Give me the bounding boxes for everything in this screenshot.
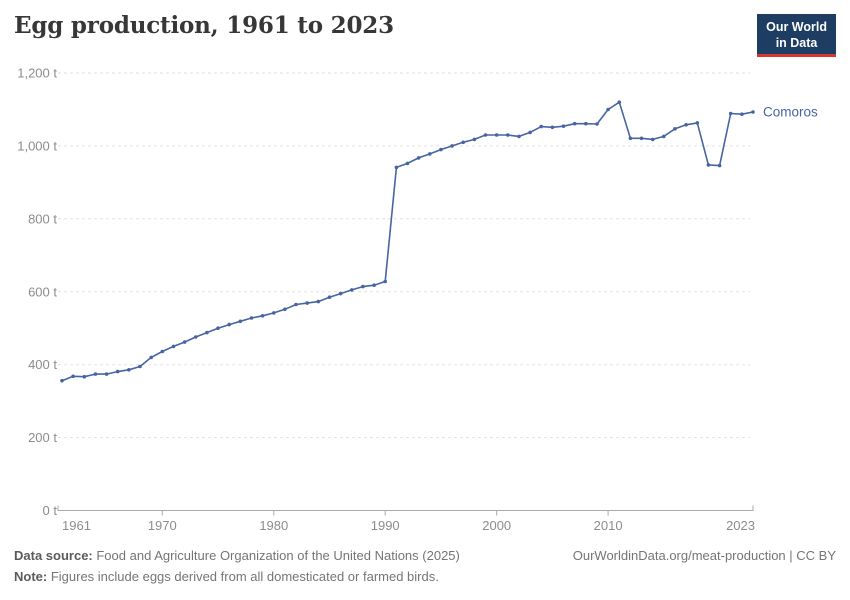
- data-point[interactable]: [684, 123, 688, 127]
- data-point[interactable]: [383, 279, 388, 284]
- series-line-comoros[interactable]: [61, 101, 754, 382]
- x-axis-tick-label: 2023: [726, 518, 755, 533]
- data-point[interactable]: [372, 283, 376, 288]
- data-point[interactable]: [628, 136, 633, 141]
- data-point[interactable]: [227, 322, 231, 327]
- data-point[interactable]: [416, 156, 421, 160]
- owid-logo-line1: Our World: [766, 20, 827, 34]
- x-axis: [57, 505, 754, 511]
- data-point[interactable]: [695, 121, 700, 125]
- data-point[interactable]: [182, 340, 187, 344]
- data-point[interactable]: [394, 165, 399, 170]
- y-axis-tick-label: 800 t: [28, 211, 57, 226]
- data-source-line: Data source: Food and Agriculture Organi…: [14, 545, 460, 566]
- data-point[interactable]: [283, 307, 287, 312]
- data-point[interactable]: [249, 316, 254, 320]
- data-point[interactable]: [272, 311, 276, 315]
- data-point[interactable]: [751, 110, 755, 114]
- data-point[interactable]: [60, 378, 64, 383]
- data-point[interactable]: [305, 301, 310, 305]
- chart-footer: Data source: Food and Agriculture Organi…: [14, 545, 836, 588]
- data-point[interactable]: [717, 163, 722, 168]
- data-point[interactable]: [740, 112, 744, 116]
- data-point[interactable]: [639, 136, 644, 141]
- data-source-label: Data source:: [14, 548, 93, 563]
- data-point[interactable]: [572, 121, 577, 126]
- data-point[interactable]: [115, 369, 120, 374]
- data-point[interactable]: [428, 152, 432, 156]
- y-axis-tick-label: 1,000 t: [17, 138, 57, 153]
- data-point[interactable]: [617, 100, 622, 104]
- data-point[interactable]: [361, 284, 365, 289]
- data-source-text: Food and Agriculture Organization of the…: [92, 548, 460, 563]
- data-point[interactable]: [450, 144, 454, 148]
- data-point[interactable]: [606, 107, 610, 112]
- data-point[interactable]: [316, 299, 321, 304]
- y-axis-tick-label: 400 t: [28, 357, 57, 372]
- data-point[interactable]: [294, 302, 298, 307]
- data-point[interactable]: [238, 319, 243, 324]
- data-point[interactable]: [595, 122, 599, 126]
- data-point[interactable]: [216, 326, 220, 331]
- footer-credit: OurWorldinData.org/meat-production | CC …: [572, 548, 836, 563]
- data-point[interactable]: [193, 335, 198, 339]
- data-point[interactable]: [494, 133, 499, 137]
- data-point[interactable]: [160, 349, 165, 354]
- owid-logo[interactable]: Our World in Data: [757, 14, 836, 57]
- data-point[interactable]: [662, 134, 666, 139]
- data-point[interactable]: [539, 124, 543, 129]
- chart-title: Egg production, 1961 to 2023: [14, 12, 394, 39]
- y-axis-tick-label: 600 t: [28, 284, 57, 299]
- data-point[interactable]: [82, 374, 87, 379]
- data-point[interactable]: [673, 127, 677, 131]
- data-point[interactable]: [171, 344, 176, 349]
- data-point[interactable]: [472, 137, 477, 142]
- data-point[interactable]: [327, 295, 332, 300]
- data-point[interactable]: [561, 124, 566, 128]
- data-point[interactable]: [584, 121, 588, 126]
- data-point[interactable]: [528, 130, 532, 135]
- x-axis-tick-label: 2000: [482, 518, 511, 533]
- data-point[interactable]: [439, 147, 443, 152]
- owid-logo-line2: in Data: [775, 36, 818, 50]
- data-point[interactable]: [149, 355, 153, 360]
- data-point[interactable]: [138, 364, 142, 369]
- data-point[interactable]: [517, 134, 521, 139]
- data-point[interactable]: [506, 133, 510, 137]
- note-label: Note:: [14, 569, 48, 585]
- data-point[interactable]: [71, 374, 75, 379]
- y-axis-tick-label: 0 t: [43, 503, 58, 518]
- data-point[interactable]: [650, 137, 655, 142]
- data-point[interactable]: [728, 111, 733, 116]
- data-point[interactable]: [350, 288, 354, 292]
- data-point[interactable]: [706, 163, 711, 167]
- data-point[interactable]: [104, 372, 109, 376]
- footer-notes: Data source: Food and Agriculture Organi…: [14, 545, 460, 588]
- data-point[interactable]: [93, 372, 98, 376]
- data-point[interactable]: [260, 314, 265, 318]
- x-axis-tick-label: 1970: [148, 518, 177, 533]
- data-point[interactable]: [205, 330, 209, 335]
- x-axis-tick-label: 1961: [62, 518, 91, 533]
- note-line: Note: Figures include eggs derived from …: [14, 566, 460, 587]
- data-point[interactable]: [405, 161, 410, 166]
- y-axis-tick-label: 1,200 t: [17, 66, 57, 81]
- data-point[interactable]: [550, 125, 555, 130]
- data-point[interactable]: [127, 368, 131, 372]
- data-point[interactable]: [461, 140, 466, 145]
- data-point[interactable]: [483, 133, 488, 137]
- note-text: Figures include eggs derived from all do…: [47, 569, 439, 585]
- x-axis-tick-label: 2010: [594, 518, 623, 533]
- series-label-comoros[interactable]: Comoros: [763, 105, 818, 120]
- y-axis-tick-label: 200 t: [28, 430, 57, 445]
- data-point[interactable]: [338, 291, 343, 296]
- x-axis-tick-label: 1990: [371, 518, 400, 533]
- x-axis-tick-label: 1980: [259, 518, 288, 533]
